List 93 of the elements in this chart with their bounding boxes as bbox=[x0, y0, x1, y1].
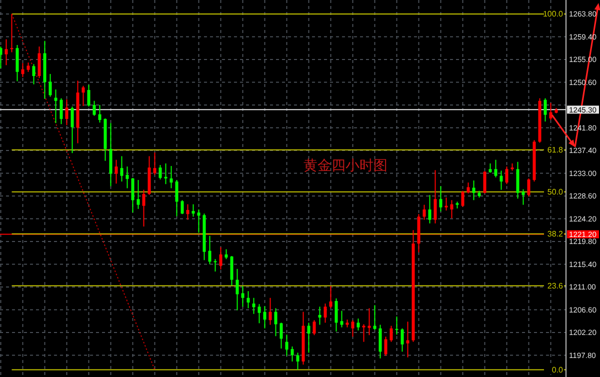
candlestick bbox=[126, 166, 129, 189]
candlestick bbox=[390, 325, 393, 342]
candlestick bbox=[230, 255, 234, 286]
y2-tick-label: 0.0 bbox=[552, 366, 564, 375]
y2-tick-label: 100.0 bbox=[542, 10, 564, 19]
candlestick bbox=[214, 258, 217, 272]
candlestick bbox=[92, 100, 96, 116]
candlestick bbox=[549, 102, 552, 120]
candlestick bbox=[406, 321, 410, 358]
candlestick bbox=[252, 297, 256, 314]
candlestick bbox=[180, 200, 184, 215]
candlestick bbox=[136, 179, 140, 210]
candlestick bbox=[158, 164, 162, 180]
candlestick bbox=[54, 88, 58, 124]
candlestick bbox=[98, 104, 102, 124]
candlestick bbox=[32, 64, 36, 85]
candlestick bbox=[87, 84, 90, 108]
candlestick bbox=[114, 159, 118, 184]
candlestick bbox=[384, 336, 388, 356]
candlestick bbox=[428, 194, 432, 224]
y2-tick-label: 61.8 bbox=[547, 146, 564, 155]
candlestick bbox=[142, 189, 146, 228]
candlestick bbox=[472, 180, 476, 201]
candlestick bbox=[192, 204, 195, 218]
candlestick bbox=[444, 197, 448, 211]
candlestick bbox=[197, 208, 200, 234]
candlestick bbox=[351, 320, 354, 338]
candlestick bbox=[373, 304, 376, 330]
candlestick bbox=[186, 204, 190, 220]
candlestick bbox=[38, 46, 41, 79]
candlestick bbox=[60, 98, 63, 125]
candlestick bbox=[4, 38, 8, 66]
candlestick bbox=[461, 190, 464, 208]
candlestick bbox=[258, 304, 261, 324]
candlestick bbox=[26, 62, 30, 72]
candlestick bbox=[318, 306, 322, 326]
candlestick bbox=[175, 179, 178, 217]
candlestick bbox=[268, 297, 272, 326]
candlestick bbox=[170, 166, 173, 189]
candlestick bbox=[466, 182, 470, 194]
candlestick bbox=[219, 246, 222, 270]
candlestick bbox=[131, 177, 134, 214]
candlestick bbox=[280, 322, 283, 350]
candlestick bbox=[395, 316, 398, 336]
candlestick bbox=[500, 170, 503, 190]
candlestick bbox=[21, 62, 24, 78]
candlestick bbox=[334, 298, 338, 332]
candlestick bbox=[356, 318, 360, 331]
candlestick bbox=[208, 235, 212, 265]
candlestick bbox=[439, 186, 442, 212]
candlestick bbox=[48, 73, 52, 98]
candlestick bbox=[544, 98, 547, 122]
candlestick bbox=[274, 308, 278, 337]
candlestick bbox=[82, 85, 85, 107]
candlestick bbox=[368, 308, 371, 336]
candlestick bbox=[0, 46, 2, 69]
candlestick bbox=[522, 188, 525, 206]
candlestick bbox=[263, 306, 266, 329]
y2-tick-label: 23.6 bbox=[547, 282, 564, 291]
candlestick bbox=[483, 170, 486, 194]
candlestick bbox=[236, 268, 239, 311]
candlestick bbox=[312, 320, 316, 336]
candlestick bbox=[120, 156, 124, 182]
y2-tick-label: 38.2 bbox=[547, 230, 564, 239]
candlestick bbox=[65, 98, 68, 126]
candlestick bbox=[362, 324, 366, 342]
candlestick bbox=[527, 178, 530, 198]
candlestick bbox=[246, 290, 250, 309]
candlestick bbox=[324, 303, 327, 324]
candlestick bbox=[378, 324, 382, 359]
candlestick bbox=[10, 13, 14, 53]
candlestick bbox=[329, 285, 332, 309]
candlestick bbox=[340, 310, 344, 328]
candlestick bbox=[422, 204, 426, 220]
candlestick bbox=[505, 166, 508, 185]
annotation: 黄金四小时图 bbox=[303, 158, 388, 174]
candlestick bbox=[241, 285, 244, 308]
candlestick bbox=[516, 161, 520, 200]
candlestick bbox=[450, 200, 454, 219]
candlestick bbox=[224, 248, 228, 260]
candlestick bbox=[488, 162, 492, 174]
candlestick bbox=[153, 152, 156, 176]
candlestick bbox=[307, 322, 310, 354]
y2-tick-label: 50.0 bbox=[547, 188, 564, 197]
candlestick bbox=[285, 334, 288, 356]
candlestick bbox=[434, 170, 437, 224]
candlestick bbox=[290, 346, 294, 362]
candlestick bbox=[70, 106, 74, 154]
candlestick bbox=[16, 44, 19, 82]
candlestick bbox=[400, 328, 404, 352]
candlestick bbox=[164, 162, 168, 185]
candlestick bbox=[494, 159, 498, 178]
candlestick bbox=[296, 352, 300, 370]
